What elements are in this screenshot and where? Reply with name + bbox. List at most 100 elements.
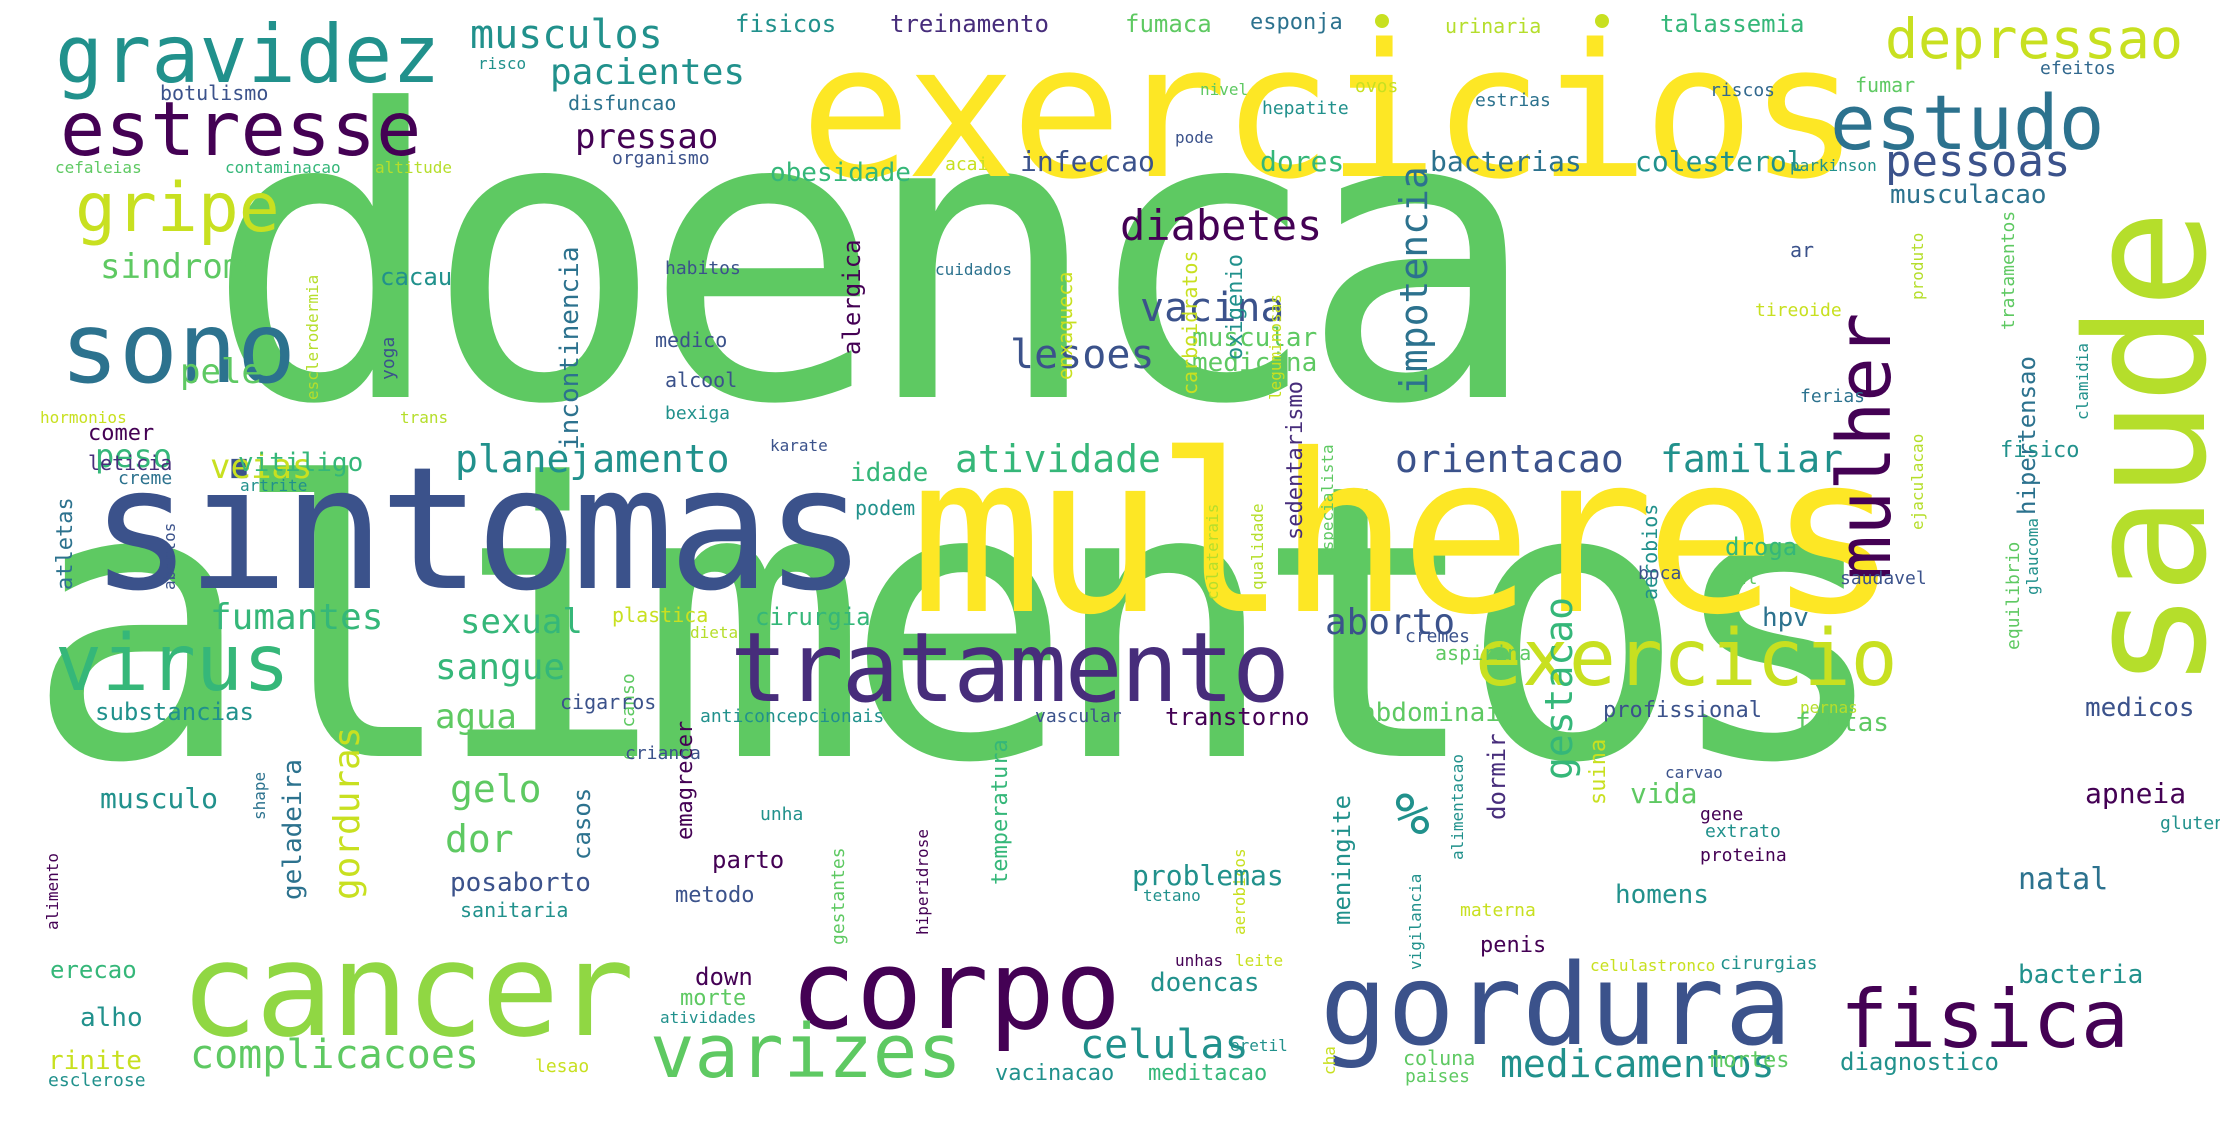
word-obesidade: obesidade <box>770 158 911 188</box>
word-pele: pele <box>180 352 262 392</box>
word-rinite: rinite <box>48 1046 142 1076</box>
word-sexual: sexual <box>460 602 583 642</box>
word-penis: penis <box>1480 933 1547 958</box>
word-sedentarismo: sedentarismo <box>1283 381 1308 540</box>
word-ar: ar <box>1790 238 1815 262</box>
word-tratamentos: tratamentos <box>1998 210 2019 330</box>
word-parto: parto <box>712 846 785 874</box>
word-aspirina: aspirina <box>1435 641 1532 665</box>
word-carboidratos: carboidratos <box>1178 250 1202 396</box>
word-fisicos: fisicos <box>735 10 837 38</box>
word-cirurgias: cirurgias <box>1720 953 1818 974</box>
word-vascular: vascular <box>1035 706 1122 727</box>
word-abortos: abortos <box>160 522 179 590</box>
word-aerobios: aerobios <box>1638 503 1662 600</box>
word-acai: acai <box>945 154 989 175</box>
word-gripe: gripe <box>75 169 280 248</box>
word-fumar: fumar <box>1855 73 1916 97</box>
word-apneia: apneia <box>2085 777 2187 810</box>
word-impotencia: impotencia <box>1392 166 1436 395</box>
word-atividades: atividades <box>660 1008 757 1027</box>
word-medicos: medicos <box>2085 693 2195 723</box>
word-gorduras: gorduras <box>327 726 368 900</box>
word-geladeira: geladeira <box>278 759 308 900</box>
word-hepatite: hepatite <box>1262 98 1349 119</box>
word-pacientes: pacientes <box>550 52 746 93</box>
word-suina: suina <box>1586 738 1611 805</box>
word-crianca: crianca <box>625 743 701 764</box>
word-exercicio: exercicio <box>1475 614 1898 704</box>
word-natal: natal <box>2018 862 2109 897</box>
word-orientacao: orientacao <box>1395 437 1624 481</box>
word-especialista: especialista <box>1318 444 1337 560</box>
word-karate: karate <box>770 436 828 455</box>
word-botulismo: botulismo <box>160 81 269 105</box>
word-altitude: altitude <box>375 158 453 177</box>
word-bacterias: bacterias <box>1430 145 1582 178</box>
word-cuidados: cuidados <box>935 260 1013 279</box>
word-paises: paises <box>1405 1066 1471 1087</box>
word-cacau: cacau <box>380 263 453 291</box>
word-extrato: extrato <box>1705 821 1781 842</box>
word-dores: dores <box>1260 145 1345 178</box>
word-fisica: fisica <box>1840 973 2129 1066</box>
word-glaucoma: glaucoma <box>2023 517 2042 595</box>
word-casos: casos <box>568 787 596 860</box>
word-leticia: leticia <box>88 451 173 475</box>
word-medico: medico <box>655 328 728 352</box>
word-bacteria: bacteria <box>2018 960 2144 990</box>
word-percent: % <box>1395 780 1430 848</box>
word-unhas: unhas <box>1175 951 1224 970</box>
word-cremes: cremes <box>1405 626 1471 647</box>
word-alergica: alergica <box>838 239 866 355</box>
word-hormonios: hormonios <box>40 408 127 427</box>
word-equilibrio: equilibrio <box>2003 541 2024 650</box>
word-alimentos: alimentos <box>25 403 1892 846</box>
word-talassemia: talassemia <box>1660 10 1805 38</box>
word-vida: vida <box>1630 777 1698 810</box>
word-emagrecer: emagrecer <box>673 720 698 840</box>
word-pessoas: pessoas <box>1885 136 2071 187</box>
word-pressao: pressao <box>575 117 719 157</box>
word-diagnostico: diagnostico <box>1840 1048 1999 1076</box>
word-aborto: aborto <box>1325 602 1456 643</box>
word-riscos: riscos <box>1710 80 1776 101</box>
word-vigilancia: vigilancia <box>1406 873 1425 970</box>
word-cha: cha <box>1320 1046 1339 1075</box>
word-sangue: sangue <box>435 647 566 688</box>
word-urinaria: urinaria <box>1445 14 1542 38</box>
word-problemas: problemas <box>1132 859 1284 892</box>
word-vitiligo: vitiligo <box>238 448 364 478</box>
word-ovos: ovos <box>1355 76 1399 97</box>
word-esclerose: esclerose <box>48 1070 146 1091</box>
word-fumaca: fumaca <box>1125 10 1212 38</box>
word-materna: materna <box>1460 900 1536 921</box>
word-gene: gene <box>1700 804 1744 825</box>
word-pernas: pernas <box>1800 698 1858 717</box>
word-hdl: hdl <box>1725 568 1758 589</box>
word-leite: leite <box>1235 951 1284 970</box>
word-gravidez: gravidez <box>55 8 441 101</box>
word-alcool: alcool <box>665 368 738 392</box>
word-tetano: tetano <box>1143 886 1201 905</box>
word-vacina: vacina <box>1140 285 1285 331</box>
word-carvao: carvao <box>1665 763 1723 782</box>
word-unha: unha <box>760 804 804 825</box>
word-virus: virus <box>55 619 290 709</box>
word-qualidade: qualidade <box>1248 503 1267 590</box>
word-transtorno: transtorno <box>1165 703 1310 731</box>
word-enxaqueca: enxaqueca <box>1053 271 1077 380</box>
word-hiperidrose: hiperidrose <box>913 829 932 935</box>
word-bexiga: bexiga <box>665 403 731 424</box>
word-contaminacao: contaminacao <box>225 158 341 177</box>
word-corpo: corpo <box>790 926 1122 1054</box>
word-boca: boca <box>1638 563 1682 584</box>
word-alimento: alimento <box>43 852 62 930</box>
word-erecao: erecao <box>50 956 137 984</box>
word-familiar: familiar <box>1660 437 1844 481</box>
word-cirurgia: cirurgia <box>755 603 871 631</box>
word-musculacao: musculacao <box>1890 180 2047 210</box>
word-oxigenio: oxigenio <box>1223 254 1248 360</box>
word-abdominais: abdominais <box>1360 698 1517 728</box>
